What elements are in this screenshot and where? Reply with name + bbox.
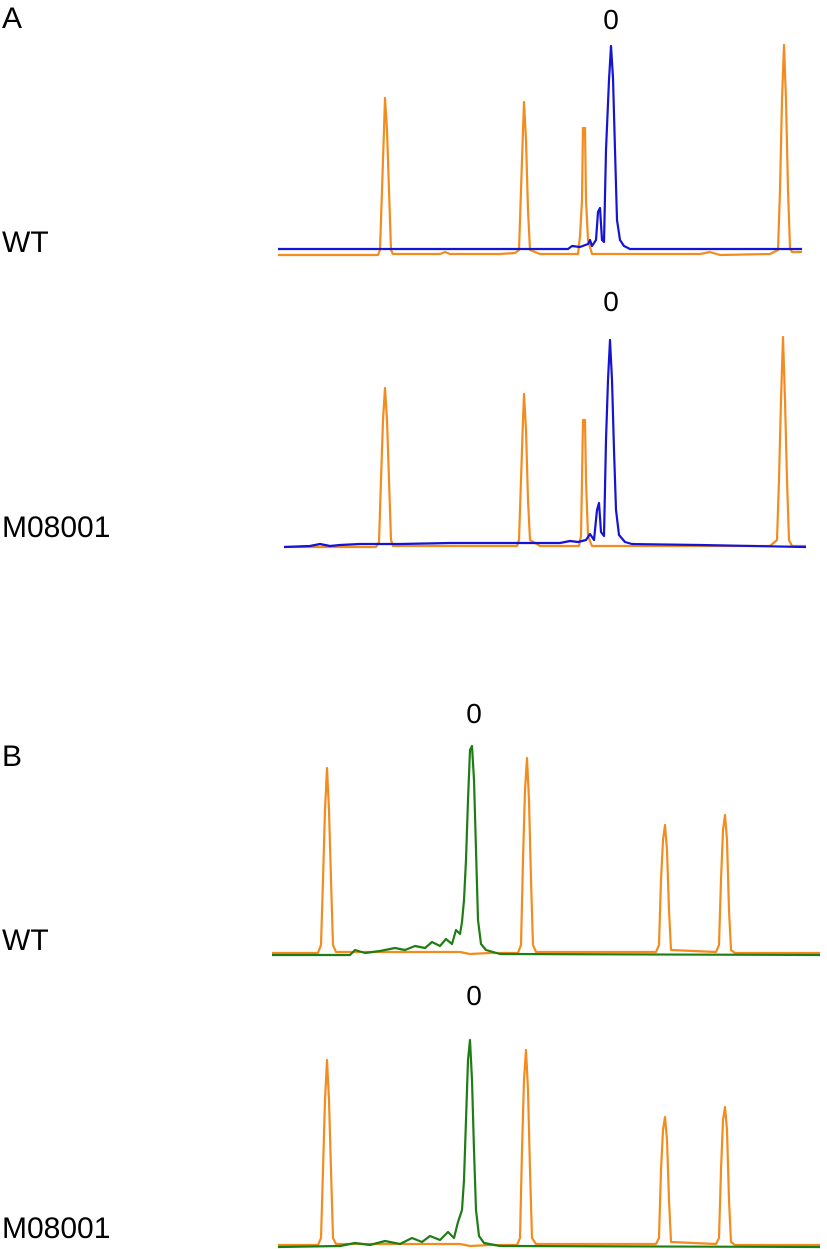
peak-label-b-wt: 0: [466, 698, 482, 729]
panel-b-letter: B: [2, 740, 23, 773]
peak-label-a-wt: 0: [603, 4, 619, 35]
trace-b-m08001-standard: [278, 1048, 820, 1248]
sample-label-a-wt: WT: [2, 226, 49, 259]
trace-b-wt-sample: [272, 744, 821, 957]
trace-a-m08001-sample: [283, 338, 807, 549]
panel-a-letter: A: [2, 2, 23, 35]
trace-a-wt-standard: [278, 43, 802, 257]
peak-label-a-m08001: 0: [603, 286, 619, 317]
sample-label-a-m08001: M08001: [2, 511, 111, 544]
trace-a-wt-sample: [278, 44, 802, 251]
sample-label-b-wt: WT: [2, 924, 49, 957]
trace-b-wt-standard: [272, 756, 820, 956]
trace-b-m08001-sample: [277, 1038, 821, 1249]
peak-label-b-m08001: 0: [466, 980, 482, 1011]
trace-a-m08001-standard: [284, 335, 806, 549]
sample-label-b-m08001: M08001: [2, 1212, 111, 1245]
